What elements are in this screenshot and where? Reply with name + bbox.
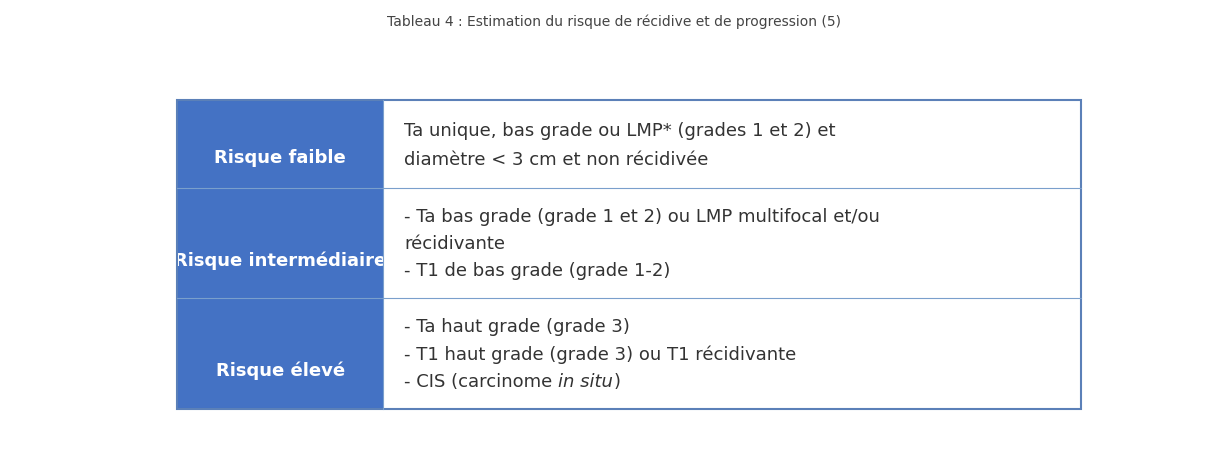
Bar [177,189,383,298]
Text: - T1 de bas grade (grade 1-2): - T1 de bas grade (grade 1-2) [404,262,670,280]
Text: récidivante: récidivante [404,235,506,252]
Bar [177,101,383,189]
Text: ): ) [613,372,620,390]
Text: in situ: in situ [559,372,613,390]
Text: Risque faible: Risque faible [215,149,346,167]
Bar [383,101,1082,189]
Text: Ta unique, bas grade ou LMP* (grades 1 et 2) et: Ta unique, bas grade ou LMP* (grades 1 e… [404,121,836,139]
Bar [177,298,383,409]
Bar [177,101,1082,409]
Bar [383,189,1082,298]
Text: Tableau 4 : Estimation du risque de récidive et de progression (5): Tableau 4 : Estimation du risque de réci… [387,14,841,29]
Text: - T1 haut grade (grade 3) ou T1 récidivante: - T1 haut grade (grade 3) ou T1 récidiva… [404,344,797,363]
Text: - Ta haut grade (grade 3): - Ta haut grade (grade 3) [404,317,630,335]
Text: - Ta bas grade (grade 1 et 2) ou LMP multifocal et/ou: - Ta bas grade (grade 1 et 2) ou LMP mul… [404,207,880,225]
Text: Risque élevé: Risque élevé [216,361,345,379]
Text: diamètre < 3 cm et non récidivée: diamètre < 3 cm et non récidivée [404,150,709,169]
Text: Risque intermédiaire: Risque intermédiaire [174,251,387,269]
Bar [383,298,1082,409]
Text: - CIS (carcinome: - CIS (carcinome [404,372,559,390]
